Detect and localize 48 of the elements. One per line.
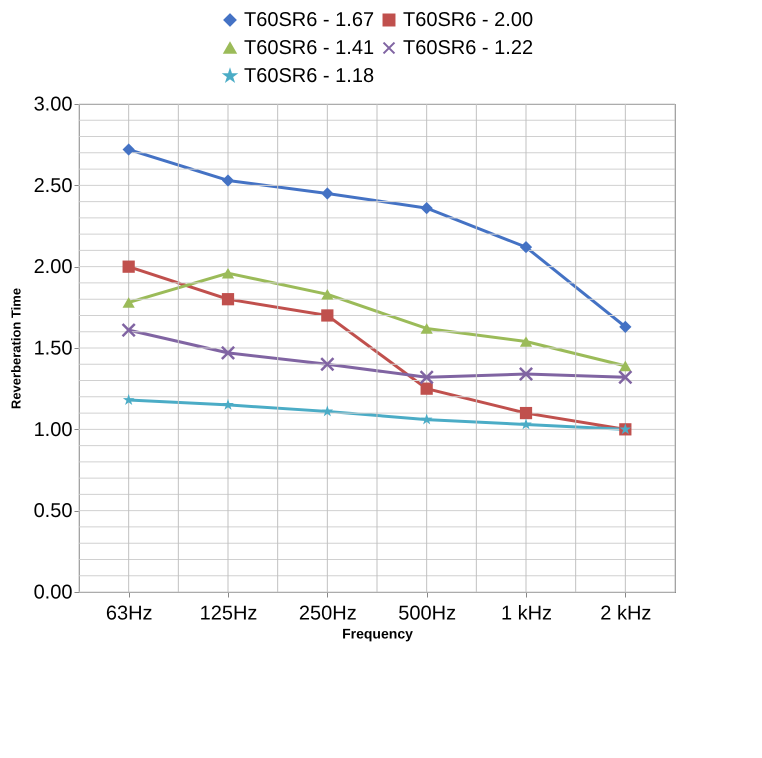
point	[122, 260, 135, 273]
point	[122, 297, 135, 308]
point	[321, 289, 334, 300]
legend-label: T60SR6 - 2.00	[403, 9, 534, 31]
point	[122, 394, 134, 406]
point	[518, 366, 534, 382]
y-axis-title: Reverberation Time	[8, 288, 24, 410]
point	[122, 143, 135, 156]
y-tick-label: 0.50	[34, 500, 72, 522]
legend-label: T60SR6 - 1.18	[244, 65, 374, 87]
point	[222, 174, 234, 187]
point	[419, 370, 434, 385]
point	[618, 370, 633, 385]
point	[420, 413, 432, 425]
x-tick-label: 2 kHz	[600, 602, 652, 624]
point	[321, 187, 334, 200]
point	[520, 418, 532, 430]
x-axis-title: Frequency	[342, 626, 414, 642]
y-tick-label: 2.00	[34, 256, 72, 278]
y-tick-label: 0.00	[34, 582, 72, 604]
point	[222, 293, 234, 306]
point	[420, 382, 433, 395]
point	[320, 356, 335, 372]
point	[520, 241, 532, 254]
point	[121, 322, 136, 338]
legend-label: T60SR6 - 1.41	[244, 37, 374, 59]
x-tick-label: 500Hz	[398, 602, 456, 624]
point	[619, 360, 632, 372]
y-tick-label: 1.00	[34, 418, 72, 441]
x-tick-label: 250Hz	[298, 602, 357, 624]
point	[520, 336, 532, 347]
point	[222, 398, 234, 410]
y-tick-label: 1.50	[34, 338, 72, 360]
point	[220, 346, 236, 360]
point	[619, 320, 632, 333]
point	[222, 268, 234, 278]
point	[321, 309, 334, 322]
x-tick-label: 63Hz	[106, 602, 153, 624]
y-tick-label: 3.00	[34, 94, 72, 116]
y-tick-label: 2.50	[34, 174, 72, 197]
x-tick-label: 125Hz	[200, 602, 258, 624]
point	[322, 405, 334, 416]
point	[520, 406, 532, 420]
x-tick-label: 1 kHz	[500, 602, 552, 624]
point	[420, 323, 433, 334]
legend-label: T60SR6 - 1.67	[244, 9, 374, 31]
point	[420, 202, 433, 214]
legend-label: T60SR6 - 1.22	[403, 37, 534, 59]
